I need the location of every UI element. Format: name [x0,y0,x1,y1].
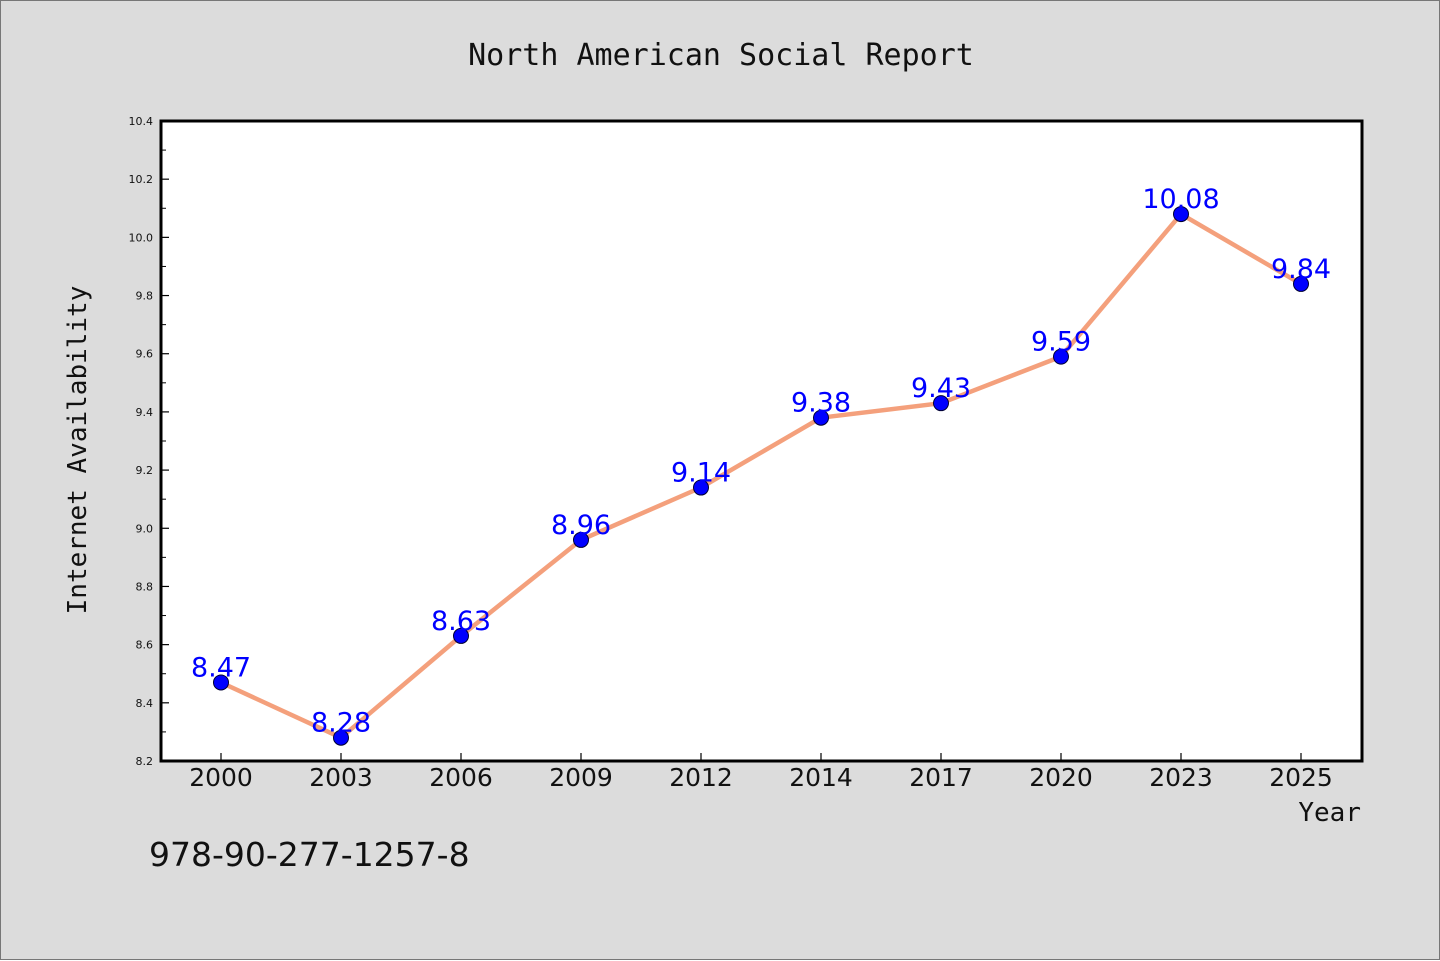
x-tick-label: 2003 [309,763,373,792]
y-axis: 8.2 8.4 8.6 8.8 9.0 9.2 9.4 9.6 9.8 10.0 10.2 10.4 [129,115,169,768]
y-tick-label: 8.8 [136,580,154,593]
y-axis-label: Internet Availability [63,286,93,615]
x-tick-label: 2017 [909,763,973,792]
data-label: 9.84 [1271,254,1331,285]
data-point [1173,206,1189,223]
plot-area [159,119,1364,763]
y-tick-label: 8.6 [136,639,154,652]
data-label: 9.43 [911,373,971,404]
y-tick-label: 9.8 [136,290,154,303]
data-label: 8.47 [191,652,251,683]
y-tick-label: 8.2 [136,755,154,768]
data-labels: 8.47 8.28 8.63 8.96 9.14 9.38 9.43 9.59 10.08 9.8… [191,184,1331,739]
data-point [933,395,949,412]
data-label: 9.38 [791,388,851,419]
data-label: 8.28 [311,708,371,739]
series-line [218,211,1304,740]
y-tick-label: 10.0 [129,231,154,244]
data-label: 9.59 [1031,327,1091,358]
chart-title: North American Social Report [468,38,974,73]
y-tick-label: 9.4 [136,406,154,419]
data-point [333,729,349,746]
y-tick-label: 9.6 [136,348,154,361]
data-point [1053,348,1069,365]
isbn-text: 978-90-277-1257-8 [149,835,470,874]
data-label: 8.96 [551,510,611,541]
data-label: 9.14 [671,458,731,489]
x-axis: 2000 2003 2006 2009 2012 2014 2017 2020 2023 2025 [189,753,1333,792]
y-tick-label: 8.4 [136,697,154,710]
data-point [453,627,469,644]
x-tick-label: 2000 [189,763,253,792]
data-point [213,674,229,691]
data-point [573,531,589,548]
y-tick-label: 9.0 [136,522,154,535]
x-tick-label: 2023 [1149,763,1213,792]
data-label: 8.63 [431,606,491,637]
x-tick-label: 2020 [1029,763,1093,792]
x-tick-label: 2025 [1269,763,1333,792]
data-point [693,479,709,496]
x-tick-label: 2006 [429,763,493,792]
y-tick-label: 10.2 [129,173,154,186]
x-tick-label: 2014 [789,763,853,792]
y-tick-label: 9.2 [136,464,154,477]
series-group [213,206,1309,746]
data-point [813,409,829,426]
x-tick-label: 2009 [549,763,613,792]
data-point [1293,275,1309,292]
x-tick-label: 2012 [669,763,733,792]
data-label: 10.08 [1142,184,1219,215]
y-tick-label: 10.4 [129,115,154,128]
x-axis-label: Year [1298,798,1361,828]
